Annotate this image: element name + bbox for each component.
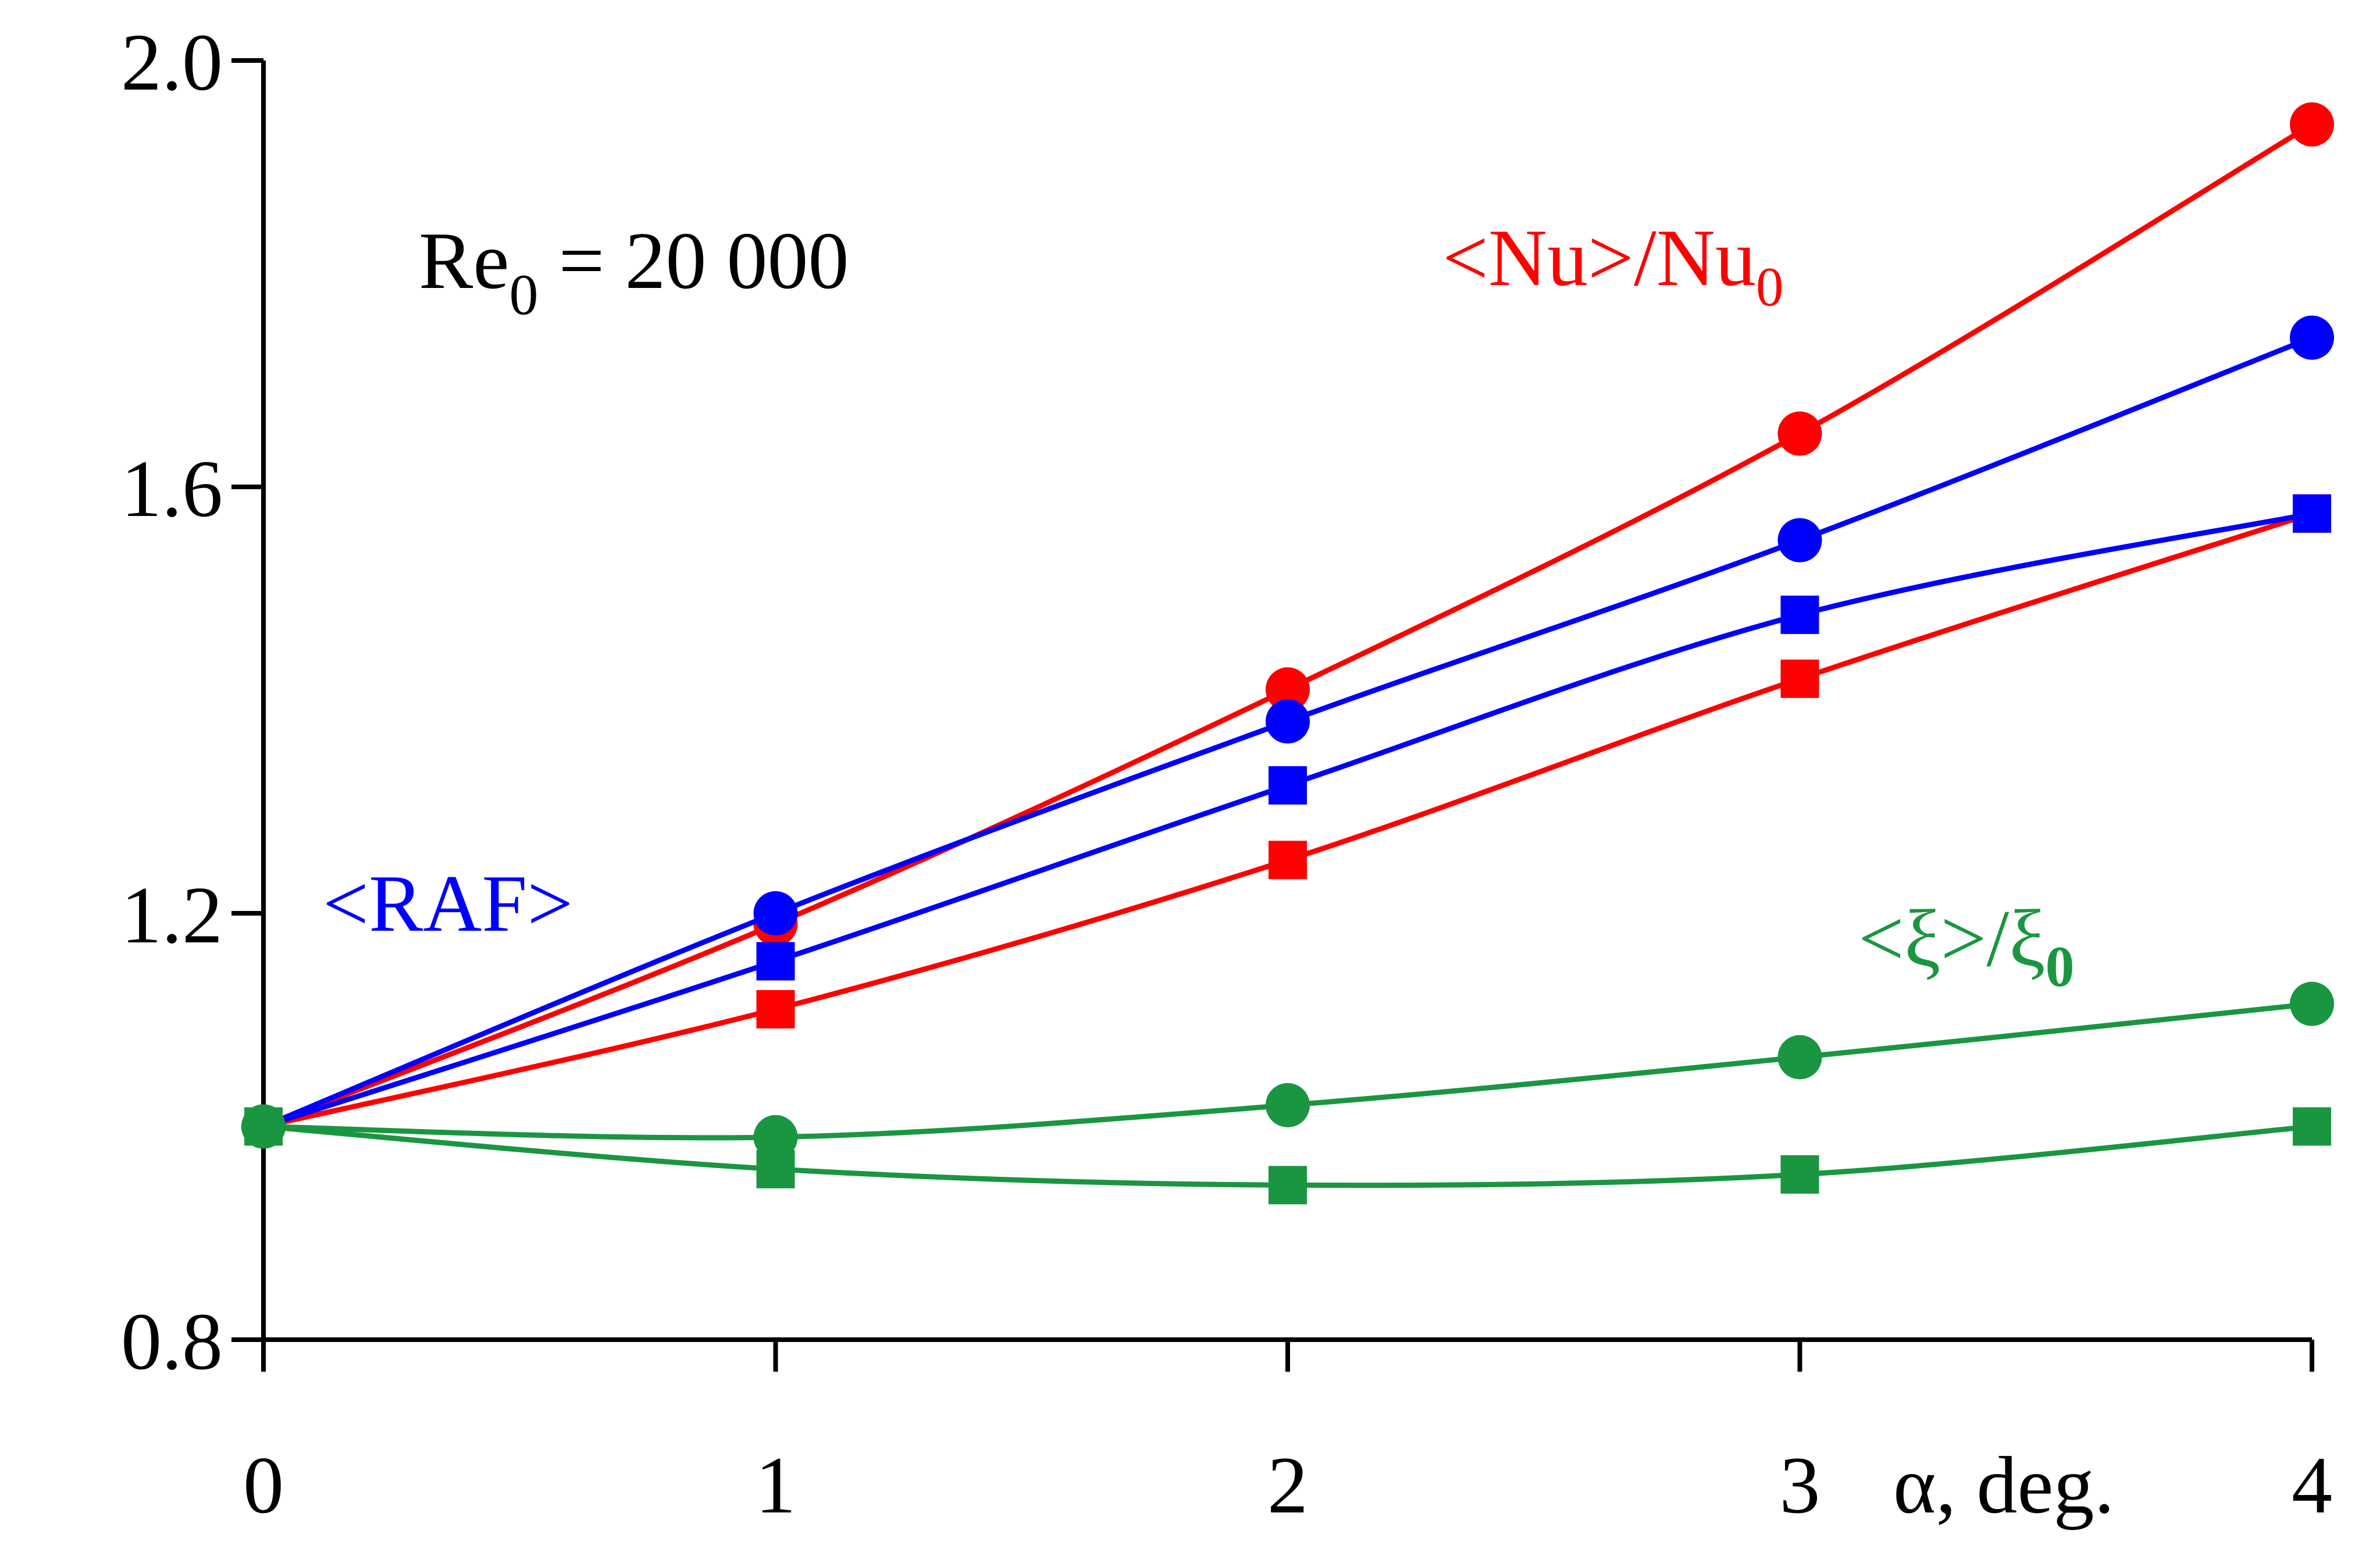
raf-annotation: <RAF> bbox=[323, 859, 573, 949]
data-point-square bbox=[244, 1107, 283, 1146]
data-point-square bbox=[1780, 659, 1819, 698]
data-point-circle bbox=[1266, 667, 1310, 712]
y-tick-label: 0.8 bbox=[121, 1297, 223, 1387]
series-xi-circle bbox=[241, 981, 2334, 1159]
nu-annotation: <Nu>/Nu0 bbox=[1442, 213, 1784, 318]
re-annotation: Re0 = 20 000 bbox=[419, 216, 849, 327]
data-point-square bbox=[756, 989, 795, 1028]
data-point-circle bbox=[753, 1115, 798, 1159]
data-point-square bbox=[2293, 494, 2331, 533]
data-point-square bbox=[756, 942, 795, 981]
x-tick-label: 2 bbox=[1267, 1440, 1308, 1530]
data-point-square bbox=[1780, 1155, 1819, 1194]
data-point-square bbox=[756, 1149, 795, 1188]
nu-annotation-main: <Nu>/Nu bbox=[1442, 213, 1756, 303]
data-point-circle bbox=[1777, 411, 1822, 456]
data-point-circle bbox=[1266, 699, 1310, 744]
data-point-circle bbox=[2290, 102, 2334, 147]
series-xi-square bbox=[244, 1107, 2331, 1205]
y-ticks: 0.8 1.2 1.6 2.0 bbox=[121, 17, 263, 1387]
x-tick-label: 3 bbox=[1780, 1440, 1820, 1530]
re-annotation-main: Re bbox=[419, 216, 510, 306]
y-tick-label: 1.6 bbox=[121, 444, 223, 534]
y-tick-label: 2.0 bbox=[121, 17, 223, 108]
data-point-circle bbox=[1266, 1083, 1310, 1127]
y-tick-label: 1.2 bbox=[121, 870, 223, 960]
x-tick-label: 1 bbox=[756, 1440, 796, 1530]
x-ticks: 0 1 2 3 4 bbox=[243, 1340, 2332, 1530]
data-point-square bbox=[1780, 595, 1819, 634]
series-layer bbox=[241, 102, 2334, 1205]
data-point-circle bbox=[2290, 315, 2334, 360]
series-RAF-square bbox=[244, 494, 2331, 1146]
x-tick-label: 0 bbox=[243, 1440, 284, 1530]
xi-annotation-sub: 0 bbox=[2046, 934, 2075, 999]
data-point-square bbox=[1269, 1166, 1307, 1205]
data-point-square bbox=[1269, 841, 1307, 880]
re-annotation-sub: 0 bbox=[510, 262, 539, 327]
nu-annotation-sub: 0 bbox=[1756, 256, 1784, 318]
x-tick-label: 4 bbox=[2292, 1440, 2332, 1530]
x-axis-label: α, deg. bbox=[1893, 1440, 2115, 1530]
data-point-circle bbox=[1777, 1035, 1822, 1080]
series-RAF-circle bbox=[241, 315, 2334, 1149]
series-Nu-square bbox=[244, 494, 2331, 1146]
re-annotation-value: = 20 000 bbox=[539, 216, 849, 306]
data-point-circle bbox=[2290, 981, 2334, 1026]
data-point-circle bbox=[753, 891, 798, 935]
data-point-square bbox=[2293, 1107, 2331, 1146]
data-point-circle bbox=[1777, 518, 1822, 563]
xi-annotation: <ξ>/ξ0 bbox=[1858, 894, 2075, 999]
data-point-square bbox=[1269, 766, 1307, 805]
xi-annotation-main: <ξ>/ξ bbox=[1858, 894, 2046, 984]
